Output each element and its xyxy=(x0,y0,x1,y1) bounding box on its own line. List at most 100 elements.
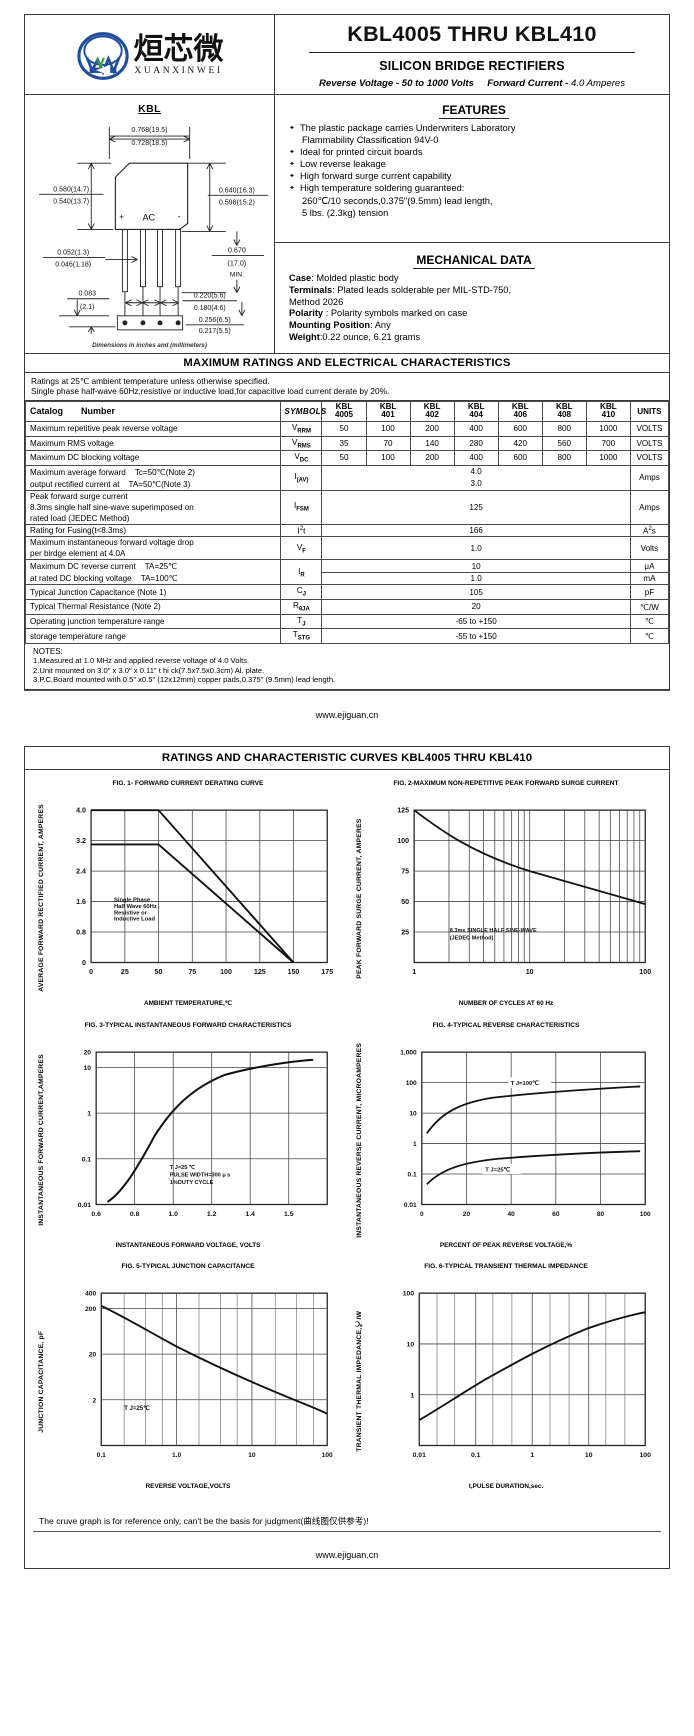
ratings-note-line: Ratings at 25℃ ambient temperature unles… xyxy=(31,375,270,386)
row-description: Peak forward surge current xyxy=(24,489,282,502)
brand-name-cn: 烜芯微 xyxy=(133,31,224,67)
curves-disclaimer: The cruve graph is for reference only, c… xyxy=(39,1515,369,1526)
row-description: storage temperature range xyxy=(24,628,282,644)
row-description: Typical Junction Capacitance (Note 1) xyxy=(24,584,282,601)
row-value: 100 xyxy=(365,420,411,437)
svg-text:1: 1 xyxy=(87,1110,91,1117)
row-value: 200 xyxy=(409,450,455,466)
svg-text:0.598(15.2): 0.598(15.2) xyxy=(219,199,255,206)
row-unit: A2s xyxy=(629,523,670,538)
svg-text:1: 1 xyxy=(410,1392,414,1399)
table-row: Maximum RMS voltage VRMS 35 70 140 280 4… xyxy=(24,435,670,452)
row-value: 20 xyxy=(321,599,631,615)
features-mechanical-panel: FEATURES The plastic package carries Und… xyxy=(275,95,669,353)
svg-text:AC: AC xyxy=(142,212,155,222)
row-value: 600 xyxy=(497,420,543,437)
row-symbol: CJ xyxy=(280,584,323,601)
fig4-title: FIG. 4-TYPICAL REVERSE CHARACTERISTICS xyxy=(432,1021,580,1029)
ratings-conditions: Ratings at 25℃ ambient temperature unles… xyxy=(25,373,669,401)
row-value: 10 xyxy=(321,559,631,573)
svg-text:T J=25℃: T J=25℃ xyxy=(485,1166,510,1173)
brand-name-pinyin: XUANXINWEI xyxy=(134,65,223,76)
svg-text:400: 400 xyxy=(85,1291,96,1298)
mech-row: Polarity : Polarity symbols marked on ca… xyxy=(289,308,468,319)
svg-text:0: 0 xyxy=(89,968,93,976)
svg-text:20: 20 xyxy=(83,1050,91,1057)
svg-text:+: + xyxy=(119,212,124,221)
fig6-plot: 100 10 1 0.01 0.1 1 10 100 xyxy=(403,1291,652,1459)
part-header: KBL 406 xyxy=(497,400,543,422)
feature-item: High temperature soldering guaranteed: xyxy=(289,183,659,195)
svg-text:PULSE WIDTH=300 μ s: PULSE WIDTH=300 μ s xyxy=(170,1172,231,1178)
svg-text:100: 100 xyxy=(640,1452,652,1459)
row-symbol: IFSM xyxy=(280,489,323,525)
symbols-header: SYMBOLS xyxy=(280,400,326,422)
row-value: 125 xyxy=(321,489,631,525)
svg-text:0.1: 0.1 xyxy=(82,1156,92,1163)
svg-text:25: 25 xyxy=(121,968,129,976)
svg-text:2: 2 xyxy=(92,1398,96,1405)
features-box: FEATURES The plastic package carries Und… xyxy=(275,95,669,243)
mech-row: Mounting Position: Any xyxy=(289,320,391,331)
chart-fig1: FIG. 1- FORWARD CURRENT DERATING CURVE A… xyxy=(29,776,347,1017)
svg-text:1.4: 1.4 xyxy=(245,1211,255,1218)
package-and-features: KBL 0.768(19.5) 0.728(18.5) xyxy=(25,95,669,354)
row-value: 3.0 xyxy=(321,477,631,491)
row-value: -55 to +150 xyxy=(321,628,631,644)
svg-text:20: 20 xyxy=(89,1352,97,1359)
datasheet-page: 烜芯微 XUANXINWEI KBL4005 THRU KBL410 SILIC… xyxy=(0,14,694,1569)
fig5-title: FIG. 5-TYPICAL JUNCTION CAPACITANCE xyxy=(121,1263,255,1271)
footer-website-1: www.ejiguan.cn xyxy=(315,710,379,721)
row-value: 700 xyxy=(585,435,631,452)
svg-text:1.6: 1.6 xyxy=(76,899,86,907)
mech-row: Case: Molded plastic body xyxy=(289,273,399,283)
svg-text:50: 50 xyxy=(401,899,409,907)
svg-text:0.256(6.5): 0.256(6.5) xyxy=(199,317,231,324)
svg-text:100: 100 xyxy=(639,968,651,976)
svg-text:125: 125 xyxy=(397,807,409,815)
row-value: 70 xyxy=(365,435,411,452)
fig2-ylabel: PEAK FORWARD SURGE CURRENT, AMPERES xyxy=(356,818,363,980)
fig1-title: FIG. 1- FORWARD CURRENT DERATING CURVE xyxy=(112,780,264,788)
svg-text:1: 1 xyxy=(413,1141,417,1148)
svg-text:(JEDEC Method): (JEDEC Method) xyxy=(450,936,494,942)
row-description: output rectified current at TA=50℃(Note … xyxy=(24,477,282,491)
svg-text:0.01: 0.01 xyxy=(413,1452,427,1459)
svg-text:0.640(16.3): 0.640(16.3) xyxy=(219,187,255,194)
svg-text:75: 75 xyxy=(401,868,409,876)
row-value: 1000 xyxy=(585,450,631,466)
fig5-xlabel: REVERSE VOLTAGE,VOLTS xyxy=(145,1483,231,1490)
svg-text:125: 125 xyxy=(254,968,266,976)
row-symbol: TSTG xyxy=(280,628,323,644)
table-row: 8.3ms single half sine-wave superimposed… xyxy=(24,501,669,513)
svg-text:(2.1): (2.1) xyxy=(80,304,94,311)
svg-text:0.670: 0.670 xyxy=(228,246,246,255)
svg-text:10: 10 xyxy=(585,1452,593,1459)
svg-text:1.0: 1.0 xyxy=(172,1452,181,1459)
svg-text:1%DUTY CYCLE: 1%DUTY CYCLE xyxy=(170,1180,214,1186)
svg-text:(17.0): (17.0) xyxy=(227,259,246,268)
table-row: Typical Junction Capacitance (Note 1) CJ… xyxy=(24,584,670,601)
svg-text:0.052(1.3): 0.052(1.3) xyxy=(57,250,89,257)
row-unit: mA xyxy=(629,571,670,586)
row-value: 50 xyxy=(321,450,367,466)
row-unit: VOLTS xyxy=(629,420,670,437)
svg-text:Inductive Load: Inductive Load xyxy=(114,917,156,923)
package-drawing-panel: KBL 0.768(19.5) 0.728(18.5) xyxy=(25,95,275,353)
svg-text:0.728(18.5): 0.728(18.5) xyxy=(132,140,168,147)
table-row: storage temperature range TSTG -55 to +1… xyxy=(24,628,670,644)
note-line: 1.Measured at 1.0 MHz and applied revers… xyxy=(33,656,250,666)
svg-text:60: 60 xyxy=(552,1211,560,1218)
row-description: Maximum average forward Tc=50℃(Note 2) xyxy=(24,464,282,478)
fig2-plot: 125 100 75 50 25 1 10 100 8.3ms SINGLE H… xyxy=(397,807,651,976)
row-value: 800 xyxy=(541,450,587,466)
feature-item: The plastic package carries Underwriters… xyxy=(289,123,659,135)
svg-text:0.220(5.6): 0.220(5.6) xyxy=(194,293,226,300)
feature-item: 5 lbs. (2.3kg) tension xyxy=(302,207,389,218)
svg-text:3.2: 3.2 xyxy=(76,838,86,846)
fig2-title: FIG. 2-MAXIMUM NON-REPETITIVE PEAK FORWA… xyxy=(393,780,619,788)
fig1-plot: 4.0 3.2 2.4 1.6 0.8 0 0 25 50 75 100 xyxy=(76,807,333,976)
row-description: Operating junction temperature range xyxy=(24,613,282,630)
svg-text:-: - xyxy=(178,211,181,221)
row-value: 560 xyxy=(541,435,587,452)
